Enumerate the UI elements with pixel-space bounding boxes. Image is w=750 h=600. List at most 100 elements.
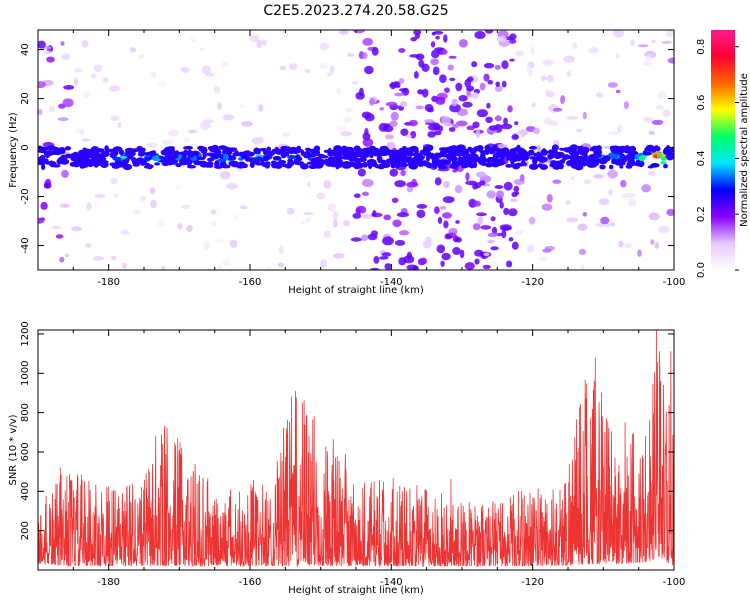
heatmap-cell [501,147,509,152]
heatmap-cell [219,171,231,180]
heatmap-cell [416,209,426,219]
heatmap-cell [541,203,553,211]
heatmap-cell [327,203,337,212]
heatmap-cell [444,87,450,93]
heatmap-cell [362,138,374,147]
heatmap-cell [345,107,354,112]
heatmap-cell [507,105,513,113]
heatmap-cell [637,44,649,48]
heatmap-cell [506,260,513,268]
y-tick-label: -20 [20,188,31,204]
heatmap-cell [60,41,65,46]
heatmap-cell [350,237,362,242]
colorbar-label: Normalized spectral amplitude [739,73,750,227]
heatmap-cell [138,54,144,59]
x-tick-label: -120 [521,577,544,588]
heatmap-cell [650,163,660,168]
heatmap-cell [546,74,555,83]
heatmap-cell [506,156,511,161]
heatmap-cell [223,153,229,161]
heatmap-cell [150,199,157,209]
heatmap-cell [286,161,297,165]
heatmap-cell [456,120,468,127]
snr-y-label: SNR (10 * v/v) [8,414,19,485]
heatmap-cell [189,154,194,158]
heatmap-cell [449,146,455,153]
heatmap-cell [61,53,71,60]
heatmap-cell [578,248,587,255]
heatmap-cell [303,212,314,215]
heatmap-cell [660,161,667,165]
heatmap-cell [609,221,616,227]
heatmap-cell [180,151,189,156]
heatmap-cell [485,116,493,124]
heatmap-cell [648,130,655,135]
heatmap-cell [222,61,229,67]
heatmap-cell [396,212,409,218]
heatmap-cell [359,150,366,155]
y-tick-label: 20 [20,92,31,105]
heatmap-cell [431,49,440,59]
heatmap-cell [50,151,55,155]
heatmap-cell [577,223,588,231]
heatmap-cell [449,103,461,113]
heatmap-cell [182,153,187,160]
heatmap-cell [490,216,496,222]
heatmap-cell [336,87,342,95]
heatmap-cell [566,217,579,223]
heatmap-cell [458,39,468,48]
heatmap-cell [59,203,70,208]
y-tick-label: 1000 [20,361,31,386]
heatmap-cell [499,201,504,209]
heatmap-cell [369,97,375,106]
heatmap-cell [228,160,239,166]
heatmap-cell [185,159,193,166]
heatmap-cell [283,145,288,152]
heatmap-cell [560,95,566,104]
heatmap-cell [425,161,431,168]
heatmap-cell [543,59,554,66]
heatmap-cell [166,161,173,166]
heatmap-cell [476,109,488,118]
heatmap-cell [336,126,347,132]
heatmap-cell [180,67,190,73]
heatmap-cell [300,221,305,225]
heatmap-cell [490,246,499,251]
heatmap-cell [469,147,477,155]
heatmap-cell [658,225,670,234]
heatmap-cell [398,48,406,53]
heatmap-cell [650,239,655,245]
heatmap-cell [379,256,389,260]
heatmap-cell [542,248,552,253]
heatmap-cell [487,239,495,244]
heatmap-cell [361,234,369,241]
heatmap-cell [539,256,548,262]
snr-x-label: Height of straight line (km) [288,585,424,596]
heatmap-cell [330,66,336,72]
heatmap-cell [249,34,260,42]
heatmap-cell [615,161,623,166]
heatmap-cell [109,152,117,159]
heatmap-cell [355,92,365,100]
heatmap-cell [175,163,182,168]
heatmap-cell [393,156,402,161]
heatmap-cell [326,72,333,77]
heatmap-cell [473,200,481,207]
heatmap-cell [415,159,425,165]
heatmap-cell [608,164,614,170]
heatmap-cell [344,154,355,160]
heatmap-cell [97,154,106,159]
heatmap-cell [641,184,651,193]
heatmap-cell [645,55,652,62]
heatmap-cell [577,161,584,167]
heatmap-cell [211,220,217,227]
heatmap-cell [341,161,348,166]
heatmap-cell [199,47,205,51]
heatmap-cell [81,138,91,142]
heatmap-cell [48,106,56,112]
figure-title: C2E5.2023.274.20.58.G25 [263,3,448,19]
heatmap-cell [351,81,359,85]
heatmap-cell [64,146,72,151]
heatmap-cell [386,149,397,156]
